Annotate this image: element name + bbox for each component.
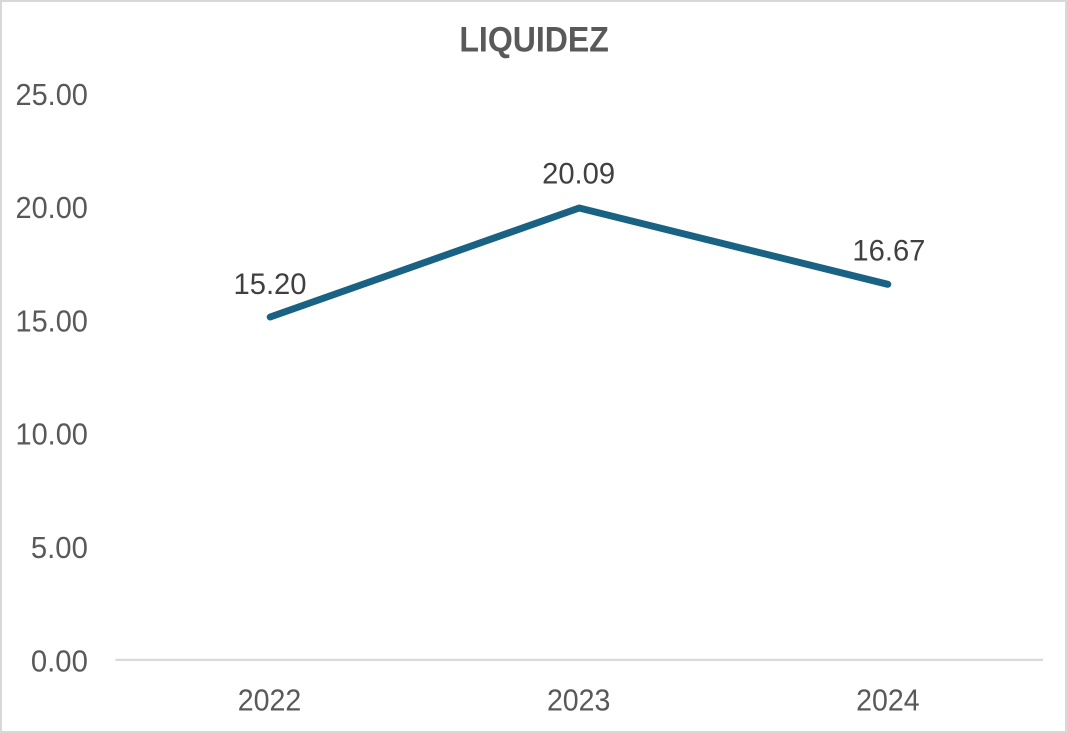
svg-text:0.00: 0.00 <box>31 644 88 678</box>
svg-text:5.00: 5.00 <box>31 531 88 565</box>
svg-text:15.20: 15.20 <box>234 268 307 301</box>
svg-text:15.00: 15.00 <box>16 304 88 338</box>
svg-text:16.67: 16.67 <box>852 235 925 268</box>
svg-text:2023: 2023 <box>547 683 611 717</box>
svg-text:10.00: 10.00 <box>16 418 88 452</box>
svg-text:LIQUIDEZ: LIQUIDEZ <box>459 19 609 59</box>
svg-text:20.00: 20.00 <box>16 191 88 225</box>
svg-text:20.09: 20.09 <box>542 157 615 190</box>
svg-text:2024: 2024 <box>856 683 920 717</box>
svg-text:2022: 2022 <box>238 683 302 717</box>
svg-text:25.00: 25.00 <box>16 78 88 112</box>
